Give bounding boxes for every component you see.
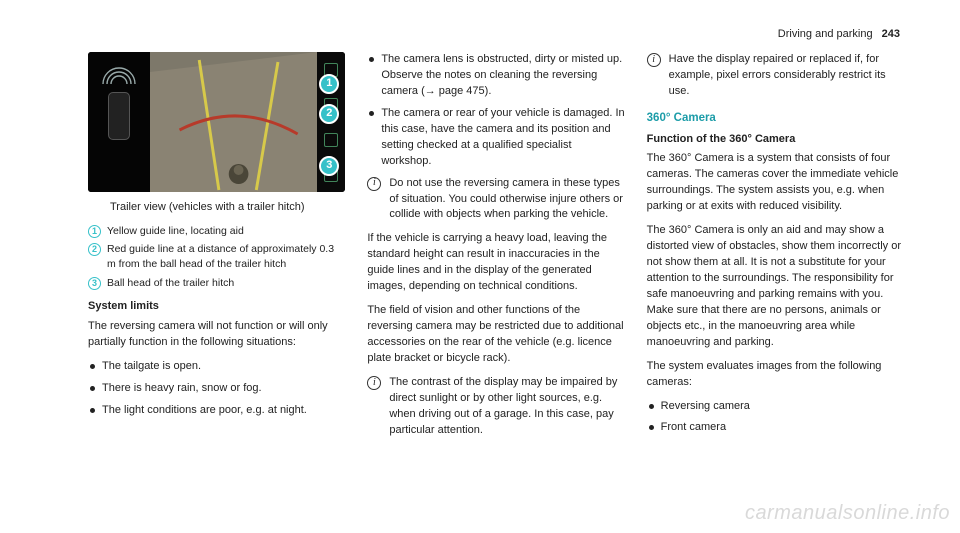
legend-num: 3: [88, 277, 101, 290]
columns: 1 2 3 Trailer view (vehicles with a trai…: [88, 52, 904, 447]
page-header: Driving and parking 243: [88, 28, 904, 40]
info-text: Have the display repaired or replaced if…: [669, 52, 904, 100]
info-text: Do not use the reversing camera in these…: [389, 176, 624, 224]
legend-text: Red guide line at a distance of approxim…: [107, 242, 345, 272]
info-note: i Have the display repaired or replaced …: [647, 52, 904, 100]
limits-list: The tailgate is open. There is heavy rai…: [88, 359, 345, 419]
info-icon: i: [367, 376, 381, 390]
column-1: 1 2 3 Trailer view (vehicles with a trai…: [88, 52, 345, 447]
limits-list-cont: The camera lens is obstructed, dirty or …: [367, 52, 624, 170]
figure-caption: Trailer view (vehicles with a trailer hi…: [110, 200, 345, 216]
trailer-view-figure: 1 2 3: [88, 52, 345, 192]
body-text: The field of vision and other functions …: [367, 303, 624, 367]
legend-num: 2: [88, 243, 101, 256]
column-3: i Have the display repaired or replaced …: [647, 52, 904, 447]
list-item: Front camera: [647, 420, 904, 436]
page-number: 243: [882, 28, 900, 40]
legend-num: 1: [88, 225, 101, 238]
legend-text: Ball head of the trailer hitch: [107, 276, 345, 291]
function-title: Function of the 360° Camera: [647, 132, 904, 148]
info-icon: i: [647, 53, 661, 67]
system-limits-heading: System limits: [88, 299, 345, 315]
system-limits-intro: The reversing camera will not function o…: [88, 319, 345, 351]
body-text: The 360° Camera is only an aid and may s…: [647, 223, 904, 351]
legend-item-2: 2 Red guide line at a distance of approx…: [88, 242, 345, 272]
list-item: There is heavy rain, snow or fog.: [88, 381, 345, 397]
watermark: carmanualsonline.info: [745, 502, 950, 525]
info-icon: i: [367, 177, 381, 191]
legend-item-3: 3 Ball head of the trailer hitch: [88, 276, 345, 291]
info-text: The contrast of the display may be impai…: [389, 375, 624, 439]
list-item: The tailgate is open.: [88, 359, 345, 375]
camera-list: Reversing camera Front camera: [647, 399, 904, 437]
camera-view: [150, 52, 317, 192]
list-item: The light conditions are poor, e.g. at n…: [88, 403, 345, 419]
section-label: Driving and parking: [778, 28, 873, 40]
view-mode-icon: [324, 133, 338, 147]
list-item: Reversing camera: [647, 399, 904, 415]
list-item: The camera lens is obstructed, dirty or …: [367, 52, 624, 100]
sonar-arcs-icon: [97, 62, 141, 86]
list-item: The camera or rear of your vehicle is da…: [367, 106, 624, 170]
manual-page: Driving and parking 243: [0, 0, 960, 467]
info-note: i Do not use the reversing camera in the…: [367, 176, 624, 224]
car-top-icon: [108, 92, 130, 140]
info-note: i The contrast of the display may be imp…: [367, 375, 624, 439]
body-text: If the vehicle is carrying a heavy load,…: [367, 231, 624, 295]
legend-text: Yellow guide line, locating aid: [107, 224, 345, 239]
legend-item-1: 1 Yellow guide line, locating aid: [88, 224, 345, 239]
body-text: The 360° Camera is a system that consist…: [647, 151, 904, 215]
body-text: The system evaluates images from the fol…: [647, 359, 904, 391]
section-title-360: 360° Camera: [647, 110, 904, 127]
column-2: The camera lens is obstructed, dirty or …: [367, 52, 624, 447]
figure-sidebar-left: [88, 52, 150, 192]
